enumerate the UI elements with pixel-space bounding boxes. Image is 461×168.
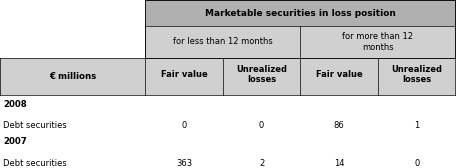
Text: € millions: € millions: [49, 72, 96, 81]
Text: 14: 14: [334, 159, 344, 167]
Text: Debt securities: Debt securities: [3, 159, 67, 167]
Text: Fair value: Fair value: [316, 70, 362, 79]
Text: 1: 1: [414, 121, 420, 131]
Text: 0: 0: [181, 121, 187, 131]
Text: 2007: 2007: [3, 137, 27, 146]
Bar: [0, 132, 461, 151]
Text: for less than 12 months: for less than 12 months: [173, 37, 272, 47]
Bar: [145, 0, 455, 26]
Bar: [0, 114, 461, 138]
Text: 2008: 2008: [3, 100, 27, 109]
Bar: [0, 151, 461, 168]
Text: 2: 2: [259, 159, 264, 167]
Text: Marketable securities in loss position: Marketable securities in loss position: [205, 9, 396, 17]
Text: Debt securities: Debt securities: [3, 121, 67, 131]
Bar: [301, 26, 455, 58]
Text: Unrealized
losses: Unrealized losses: [236, 65, 287, 84]
Text: 0: 0: [259, 121, 264, 131]
Bar: [145, 58, 455, 95]
Text: 363: 363: [176, 159, 192, 167]
Bar: [145, 26, 301, 58]
Bar: [0, 95, 461, 114]
Bar: [0, 26, 145, 58]
Text: Unrealized
losses: Unrealized losses: [391, 65, 442, 84]
Text: Fair value: Fair value: [160, 70, 207, 79]
Text: 0: 0: [414, 159, 420, 167]
Text: 86: 86: [334, 121, 344, 131]
Text: for more than 12
months: for more than 12 months: [343, 32, 414, 52]
Bar: [0, 58, 145, 95]
Bar: [0, 0, 145, 26]
